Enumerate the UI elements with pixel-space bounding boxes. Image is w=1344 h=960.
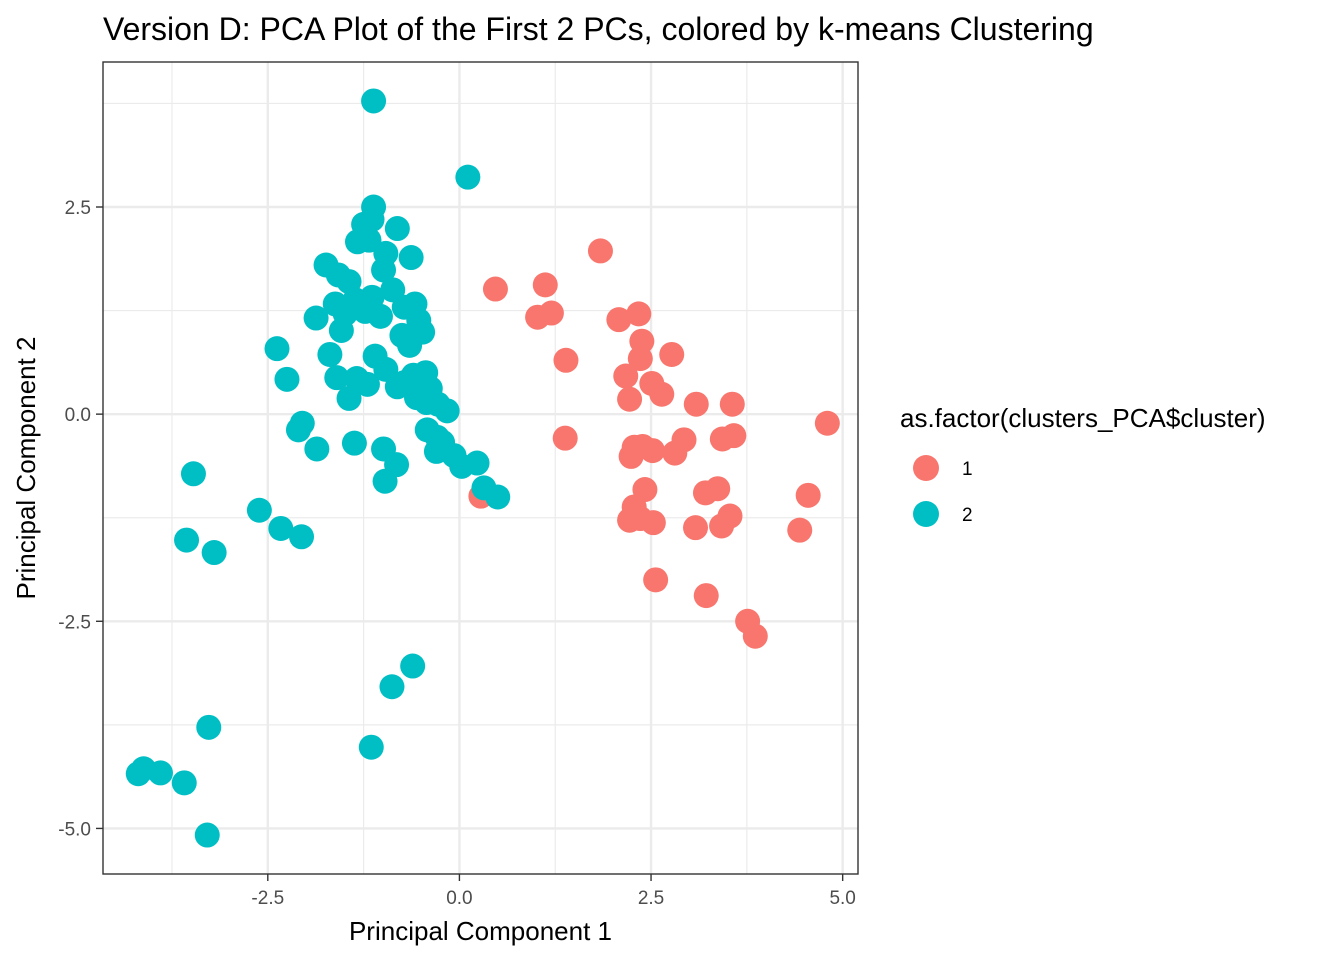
x-axis-ticks: -2.5 0.0 2.5 5.0 [251,874,856,909]
legend-swatch-cluster-2 [913,501,939,527]
legend-label-cluster-1: 1 [962,459,973,480]
legend: as.factor(clusters_PCA$cluster) 1 2 [900,403,1266,527]
point-cluster-1 [553,347,579,373]
point-cluster-2 [171,770,197,796]
point-cluster-2 [268,515,294,541]
legend-title: as.factor(clusters_PCA$cluster) [900,403,1266,433]
point-cluster-1 [606,307,632,333]
legend-swatch-cluster-1 [913,455,939,481]
point-cluster-1 [659,341,685,367]
point-cluster-1 [538,300,564,326]
point-cluster-2 [317,341,343,367]
legend-label-cluster-2: 2 [962,505,973,526]
point-cluster-1 [640,438,666,464]
y-axis-ticks: -5.0 -2.5 0.0 2.5 [58,198,103,840]
point-cluster-1 [552,425,578,451]
point-cluster-2 [196,714,222,740]
point-cluster-2 [359,206,385,232]
point-cluster-1 [587,238,613,264]
point-cluster-1 [613,363,639,389]
x-tick-label: -2.5 [251,888,284,909]
y-axis-title: Principal Component 2 [11,336,41,599]
point-cluster-2 [289,524,315,550]
point-cluster-2 [304,436,330,462]
point-cluster-2 [371,257,397,283]
y-tick-label: -5.0 [58,819,91,840]
point-cluster-1 [618,443,644,469]
point-cluster-1 [683,391,709,417]
point-cluster-2 [455,164,481,190]
point-cluster-1 [719,391,745,417]
point-cluster-2 [201,540,227,566]
point-cluster-2 [356,227,382,253]
point-cluster-1 [705,476,731,502]
point-cluster-2 [341,430,367,456]
point-cluster-1 [627,346,653,372]
point-cluster-2 [303,305,329,331]
point-cluster-2 [285,417,311,443]
point-cluster-2 [324,365,350,391]
x-tick-label: 0.0 [446,888,472,909]
point-cluster-2 [384,216,410,242]
chart-title: Version D: PCA Plot of the First 2 PCs, … [103,11,1094,47]
point-cluster-1 [643,567,669,593]
point-cluster-1 [693,583,719,609]
point-cluster-1 [482,276,508,302]
point-cluster-2 [180,461,206,487]
point-cluster-2 [336,385,362,411]
grid-minor [103,62,858,874]
point-cluster-1 [532,272,558,298]
point-cluster-2 [372,468,398,494]
point-cluster-1 [814,410,840,436]
point-cluster-2 [485,484,511,510]
point-cluster-1 [742,623,768,649]
point-cluster-2 [246,497,272,523]
x-axis-title: Principal Component 1 [349,916,612,946]
point-cluster-2 [358,734,384,760]
point-cluster-1 [617,386,643,412]
point-cluster-2 [464,450,490,476]
point-cluster-1 [626,301,652,327]
point-cluster-2 [398,245,424,271]
point-cluster-1 [640,510,666,536]
x-tick-label: 5.0 [829,888,855,909]
point-cluster-2 [354,371,380,397]
point-cluster-2 [434,398,460,424]
point-cluster-2 [379,674,405,700]
point-cluster-1 [717,503,743,529]
point-cluster-2 [397,332,423,358]
point-cluster-2 [174,527,200,553]
point-cluster-1 [671,427,697,453]
point-cluster-2 [194,822,220,848]
y-tick-label: 0.0 [65,405,91,426]
point-cluster-2 [274,366,300,392]
point-cluster-2 [125,761,151,787]
point-cluster-1 [649,381,675,407]
y-tick-label: 2.5 [65,198,91,219]
point-cluster-1 [787,517,813,543]
point-cluster-2 [328,317,354,343]
point-cluster-2 [361,88,387,114]
plot-border [102,61,859,875]
point-cluster-2 [264,336,290,362]
point-cluster-1 [683,515,709,541]
y-tick-label: -2.5 [58,612,91,633]
point-cluster-2 [423,438,449,464]
point-cluster-2 [367,303,393,329]
point-cluster-2 [400,653,426,679]
point-cluster-1 [795,482,821,508]
point-cluster-1 [721,423,747,449]
point-cluster-2 [147,760,173,786]
data-points [125,88,840,848]
x-tick-label: 2.5 [638,888,664,909]
